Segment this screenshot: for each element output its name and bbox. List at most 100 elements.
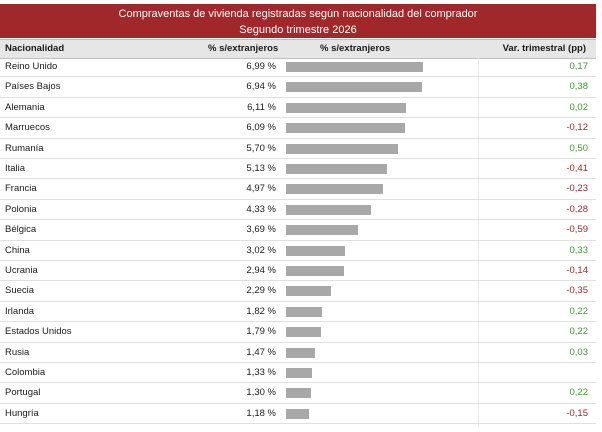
header-quarterly-change: Var. trimestral (pp) [502,43,586,54]
row-separator [0,76,596,78]
quarterly-change-value: -0,35 [566,285,588,297]
table-row: Colombia 1,33 % [0,363,596,383]
row-separator [0,382,596,384]
row-separator [0,239,596,241]
percent-value: 6,11 % [247,101,276,113]
row-separator [0,96,596,98]
percent-value: 5,13 % [246,163,276,174]
percent-value: 2,29 % [246,285,276,297]
row-separator [0,260,596,261]
percent-value: 1,79 % [246,326,276,338]
header-percent: % s/extranjeros [208,43,279,54]
table-row: Bélgica 3,69 % -0,59 [0,220,596,240]
nationality-label: Suecia [5,285,35,297]
percent-bar [286,327,322,338]
percent-bar [286,143,398,154]
quarterly-change-value: 0,17 [569,61,589,72]
percent-value: 4,97 % [246,183,276,195]
table-row: Rusia 1,47 % 0,03 [0,343,596,363]
row-separator [0,402,596,404]
quarterly-change-value: -0,15 [566,407,588,419]
percent-bar [286,306,322,317]
percent-bar [286,347,315,358]
percent-value: 1,47 % [246,346,276,358]
quarterly-change-value: 0,22 [569,387,589,399]
title-bar: Compraventas de vivienda registradas seg… [0,4,596,38]
table-row: Marruecos 6,09 % -0,12 [0,118,596,138]
nationality-label: Ucrania [5,265,38,276]
row-separator [0,362,596,363]
row-separator [0,341,596,343]
quarterly-change-value: -0,41 [566,163,588,174]
table-row: Hungría 1,18 % -0,15 [0,404,596,424]
percent-value: 5,70 % [246,142,276,154]
percent-value: 6,09 % [246,122,276,134]
chart-title: Compraventas de vivienda registradas seg… [118,8,478,20]
quarterly-change-value: 0,03 [569,346,589,358]
table-row: China 3,02 % 0,33 [0,241,596,261]
header-nationality: Nacionalidad [5,43,65,54]
table-row: Irlanda 1,82 % 0,22 [0,302,596,322]
quarterly-change-value: 0,22 [569,305,589,317]
table-row: Rumanía 5,70 % 0,50 [0,139,596,159]
table-row: Reino Unido 6,99 % 0,17 [0,57,596,77]
percent-value: 6,99 % [246,61,276,72]
table-row: Alemania 6,11 % 0,02 [0,98,596,118]
quarterly-change-value: 0,22 [569,326,589,338]
quarterly-change-value: -0,14 [566,265,588,276]
nationality-label: Polonia [5,203,37,215]
table-row: Polonia 4,33 % -0,28 [0,200,596,220]
table-row: Portugal 1,30 % 0,22 [0,383,596,403]
percent-bar [286,82,423,93]
nationality-label: Bélgica [5,224,37,236]
percent-bar [286,266,344,276]
row-separator [0,198,596,200]
percent-value: 3,02 % [246,244,276,256]
percent-bar [286,408,310,419]
nationality-label: Marruecos [5,122,50,134]
quarterly-change-value: 0,50 [569,142,589,154]
quarterly-change-value: 0,33 [569,244,589,256]
percent-value: 4,33 % [246,203,276,215]
table-row: Ucrania 2,94 % -0,14 [0,261,596,281]
percent-value: 1,30 % [246,387,276,399]
percent-value: 1,33 % [246,367,276,378]
quarterly-change-value: -0,23 [566,183,588,195]
row-separator [0,423,596,425]
table-row: Italia 5,13 % -0,41 [0,159,596,179]
table-row: Estados Unidos 1,79 % 0,22 [0,322,596,342]
nationality-label: Irlanda [5,305,35,317]
percent-bar [286,368,313,378]
quarterly-change-value: -0,28 [566,203,588,215]
row-separator [0,300,596,302]
nationality-label: Reino Unido [5,61,58,72]
percent-bar [286,164,387,174]
row-separator [0,219,596,221]
nationality-label: Rumanía [5,142,44,154]
quarterly-change-value: 0,02 [569,101,589,113]
percent-bar [286,102,406,113]
row-separator [0,158,596,159]
nationality-label: Francia [5,183,37,195]
percent-bar [286,123,406,134]
percent-bar [286,62,423,72]
percent-value: 1,82 % [246,305,276,317]
row-separator [0,280,596,282]
row-separator [0,117,596,119]
row-separator [0,321,596,323]
percent-bar [286,204,371,215]
table-row: Países Bajos 6,94 % 0,38 [0,77,596,97]
percent-value: 2,94 % [246,265,276,276]
nationality-label: Hungría [5,407,39,419]
row-separator [0,178,596,180]
percent-bar [286,184,384,195]
table-row: Suecia 2,29 % -0,35 [0,281,596,301]
quarterly-change-value: 0,38 [569,81,589,93]
percent-bar [286,388,312,399]
row-separator [0,137,596,139]
percent-bar [286,286,331,297]
nationality-label: Alemania [5,101,45,113]
quarterly-change-value: -0,12 [566,122,588,134]
nationality-label: Países Bajos [5,81,61,93]
